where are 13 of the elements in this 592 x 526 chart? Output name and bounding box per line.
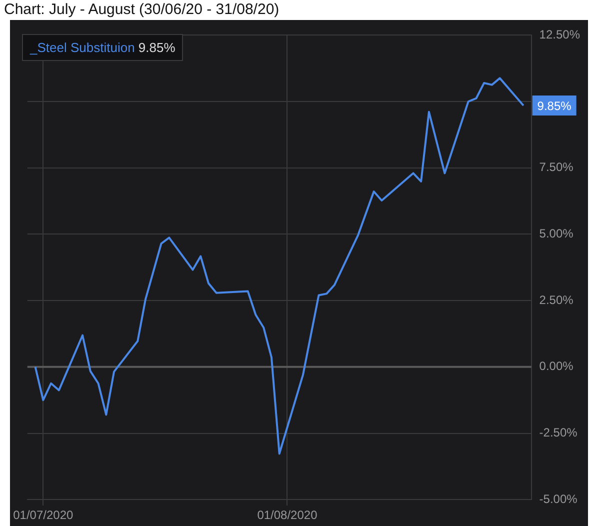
y-tick-label: -5.00% <box>539 492 578 506</box>
y-tick-label: -2.50% <box>539 426 578 440</box>
y-tick-label: 5.00% <box>539 226 574 241</box>
x-tick-label: 01/07/2020 <box>13 508 74 522</box>
x-tick-label: 01/08/2020 <box>257 508 318 522</box>
y-tick-label: 2.50% <box>539 292 574 307</box>
chart-title: Chart: July - August (30/06/20 - 31/08/20) <box>3 0 280 20</box>
y-tick-label: 7.50% <box>539 160 574 174</box>
text: 9.85% <box>138 40 176 55</box>
data-label: 9.85% <box>537 98 572 113</box>
y-tick-label: 12.50% <box>539 28 580 42</box>
text: _Steel Substituion <box>30 40 136 55</box>
y-tick-label: 0.00% <box>539 359 574 374</box>
